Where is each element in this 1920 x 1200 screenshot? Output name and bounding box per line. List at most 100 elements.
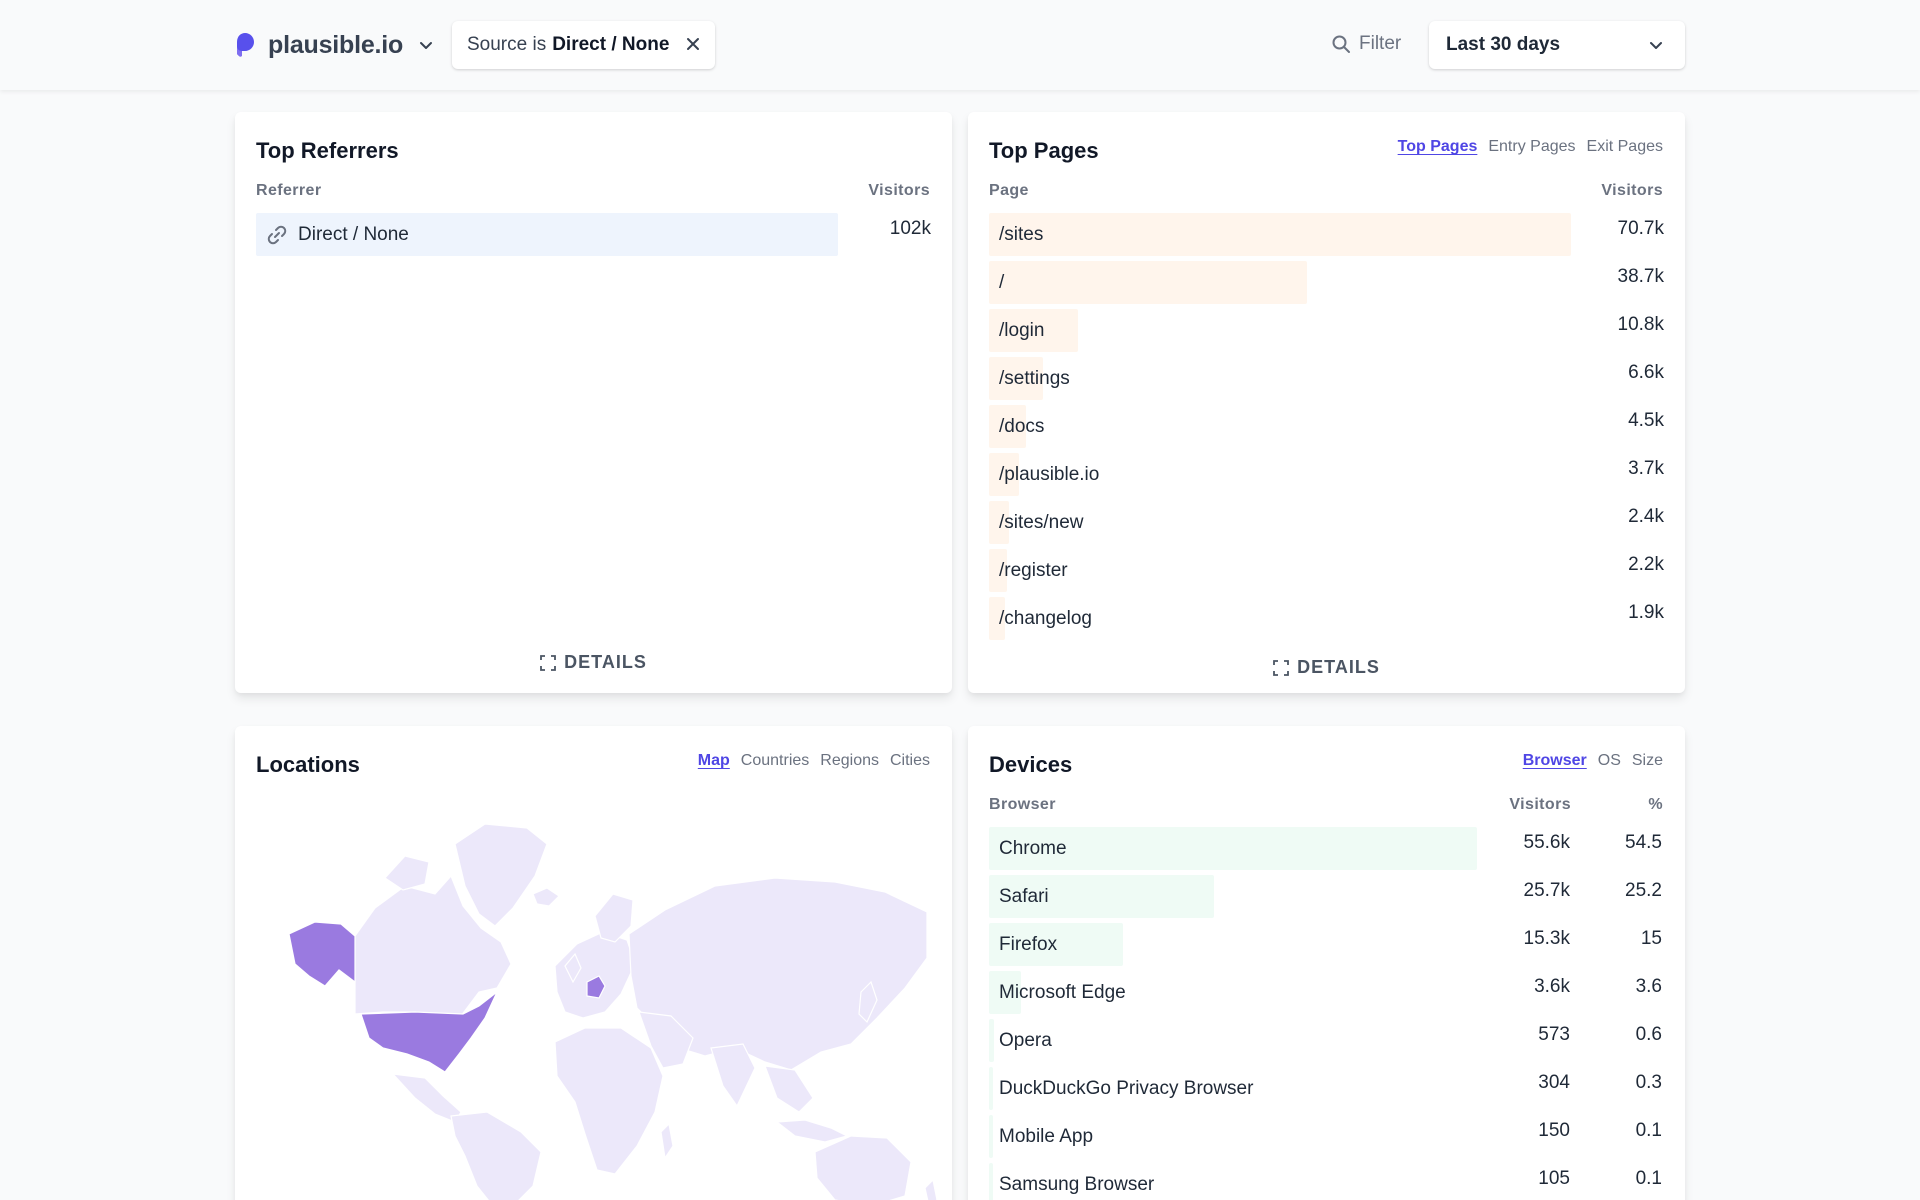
row-visitors: 102k <box>889 218 931 239</box>
tab-os[interactable]: OS <box>1597 752 1621 769</box>
row-label: Microsoft Edge <box>999 982 1126 1003</box>
row-percent: 0.1 <box>1635 1120 1662 1141</box>
row-bar <box>989 357 1043 400</box>
row-bar <box>989 827 1477 870</box>
map-madagascar <box>660 1122 674 1160</box>
list-item[interactable]: Safari 25.7k 25.2 <box>989 875 1662 918</box>
card-title: Locations <box>256 752 360 777</box>
column-header-visitors: Visitors <box>868 182 930 199</box>
list-item[interactable]: Firefox 15.3k 15 <box>989 923 1662 966</box>
list-item[interactable]: DuckDuckGo Privacy Browser 304 0.3 <box>989 1067 1662 1110</box>
locations-card: Locations Map Countries Regions Cities <box>235 726 952 1200</box>
row-visitors: 38.7k <box>1617 266 1664 287</box>
tab-size[interactable]: Size <box>1631 752 1663 769</box>
list-item[interactable]: /register 2.2k <box>989 549 1664 592</box>
row-label: /docs <box>999 416 1045 437</box>
row-bar <box>989 213 1571 256</box>
row-label: Firefox <box>999 934 1058 955</box>
tab-top-pages[interactable]: Top Pages <box>1397 138 1478 155</box>
filter-value: Direct / None <box>552 34 670 55</box>
list-item[interactable]: /sites/new 2.4k <box>989 501 1664 544</box>
tab-countries[interactable]: Countries <box>740 752 810 769</box>
filter-button-label: Filter <box>1359 33 1402 54</box>
tab-cities[interactable]: Cities <box>889 752 930 769</box>
map-indonesia <box>775 1119 849 1143</box>
top-bar: plausible.io Source is Direct / None Fil… <box>0 0 1920 90</box>
row-label: Mobile App <box>999 1126 1094 1147</box>
row-label: Chrome <box>999 838 1067 859</box>
filter-button[interactable]: Filter <box>1331 33 1401 55</box>
tab-browser[interactable]: Browser <box>1522 752 1587 769</box>
pages-tabs: Top Pages Entry Pages Exit Pages <box>1398 138 1663 156</box>
details-button[interactable]: DETAILS <box>235 652 952 673</box>
list-item[interactable]: /docs 4.5k <box>989 405 1664 448</box>
list-item[interactable]: /changelog 1.9k <box>989 597 1664 640</box>
row-label: /plausible.io <box>999 464 1100 485</box>
world-map[interactable] <box>265 816 945 1200</box>
map-uk <box>564 952 582 984</box>
row-visitors: 2.4k <box>1628 506 1664 527</box>
list-item[interactable]: / 38.7k <box>989 261 1664 304</box>
list-item[interactable]: Opera 573 0.6 <box>989 1019 1662 1062</box>
map-india <box>710 1043 756 1108</box>
row-percent: 3.6 <box>1635 976 1662 997</box>
site-switcher[interactable]: plausible.io <box>234 24 435 66</box>
row-label: / <box>999 272 1005 293</box>
row-percent: 0.6 <box>1635 1024 1662 1045</box>
devices-card: Devices Browser OS Size Browser Visitors %… <box>968 726 1685 1200</box>
plausible-logo-icon <box>237 33 254 57</box>
tab-map[interactable]: Map <box>697 752 730 769</box>
close-icon[interactable] <box>685 36 701 52</box>
card-title: Devices <box>989 752 1073 777</box>
details-button[interactable]: DETAILS <box>968 657 1685 678</box>
row-label: /sites <box>999 224 1044 245</box>
row-bar <box>989 597 1005 640</box>
column-header-visitors: Visitors <box>1601 182 1663 199</box>
list-item[interactable]: /login 10.8k <box>989 309 1664 352</box>
row-percent: 0.1 <box>1635 1168 1662 1189</box>
map-middle-east <box>638 1011 694 1069</box>
expand-icon <box>540 654 557 671</box>
row-label: Direct / None <box>298 224 409 245</box>
column-header-page: Page <box>989 182 1029 199</box>
list-item[interactable]: /sites 70.7k <box>989 213 1664 256</box>
list-item[interactable]: Mobile App 150 0.1 <box>989 1115 1662 1158</box>
row-bar <box>989 549 1007 592</box>
column-header-referrer: Referrer <box>256 182 322 199</box>
top-referrers-card: Top Referrers Referrer Visitors Direct /… <box>235 112 952 693</box>
row-visitors: 6.6k <box>1628 362 1664 383</box>
row-label: /login <box>999 320 1045 341</box>
row-visitors: 105 <box>1538 1168 1570 1189</box>
map-arctic-islands <box>384 855 430 891</box>
list-item[interactable]: Samsung Browser 105 0.1 <box>989 1163 1662 1200</box>
map-greenland <box>454 823 548 927</box>
row-visitors: 304 <box>1538 1072 1570 1093</box>
tab-entry-pages[interactable]: Entry Pages <box>1488 138 1576 155</box>
tab-exit-pages[interactable]: Exit Pages <box>1586 138 1663 155</box>
devices-tabs: Browser OS Size <box>1523 752 1663 770</box>
row-visitors: 55.6k <box>1523 832 1570 853</box>
period-picker[interactable]: Last 30 days <box>1429 21 1685 69</box>
active-filter-pill[interactable]: Source is Direct / None <box>452 21 715 69</box>
list-item[interactable]: Direct / None 102k <box>256 213 931 256</box>
list-item[interactable]: /settings 6.6k <box>989 357 1664 400</box>
expand-icon <box>1273 659 1290 676</box>
map-iceland <box>532 887 560 907</box>
row-bar <box>989 501 1009 544</box>
row-percent: 0.3 <box>1635 1072 1662 1093</box>
row-visitors: 3.7k <box>1628 458 1664 479</box>
row-bar <box>989 1019 994 1062</box>
row-visitors: 150 <box>1538 1120 1570 1141</box>
list-item[interactable]: Chrome 55.6k 54.5 <box>989 827 1662 870</box>
card-title: Top Referrers <box>256 138 399 163</box>
map-usa <box>360 991 498 1073</box>
map-scandinavia <box>594 893 634 943</box>
tab-regions[interactable]: Regions <box>820 752 879 769</box>
row-visitors: 2.2k <box>1628 554 1664 575</box>
column-header-percent: % <box>1648 796 1663 813</box>
row-label: /changelog <box>999 608 1092 629</box>
list-item[interactable]: Microsoft Edge 3.6k 3.6 <box>989 971 1662 1014</box>
list-item[interactable]: /plausible.io 3.7k <box>989 453 1664 496</box>
row-bar <box>989 1067 993 1110</box>
map-southeast-asia <box>764 1065 814 1113</box>
